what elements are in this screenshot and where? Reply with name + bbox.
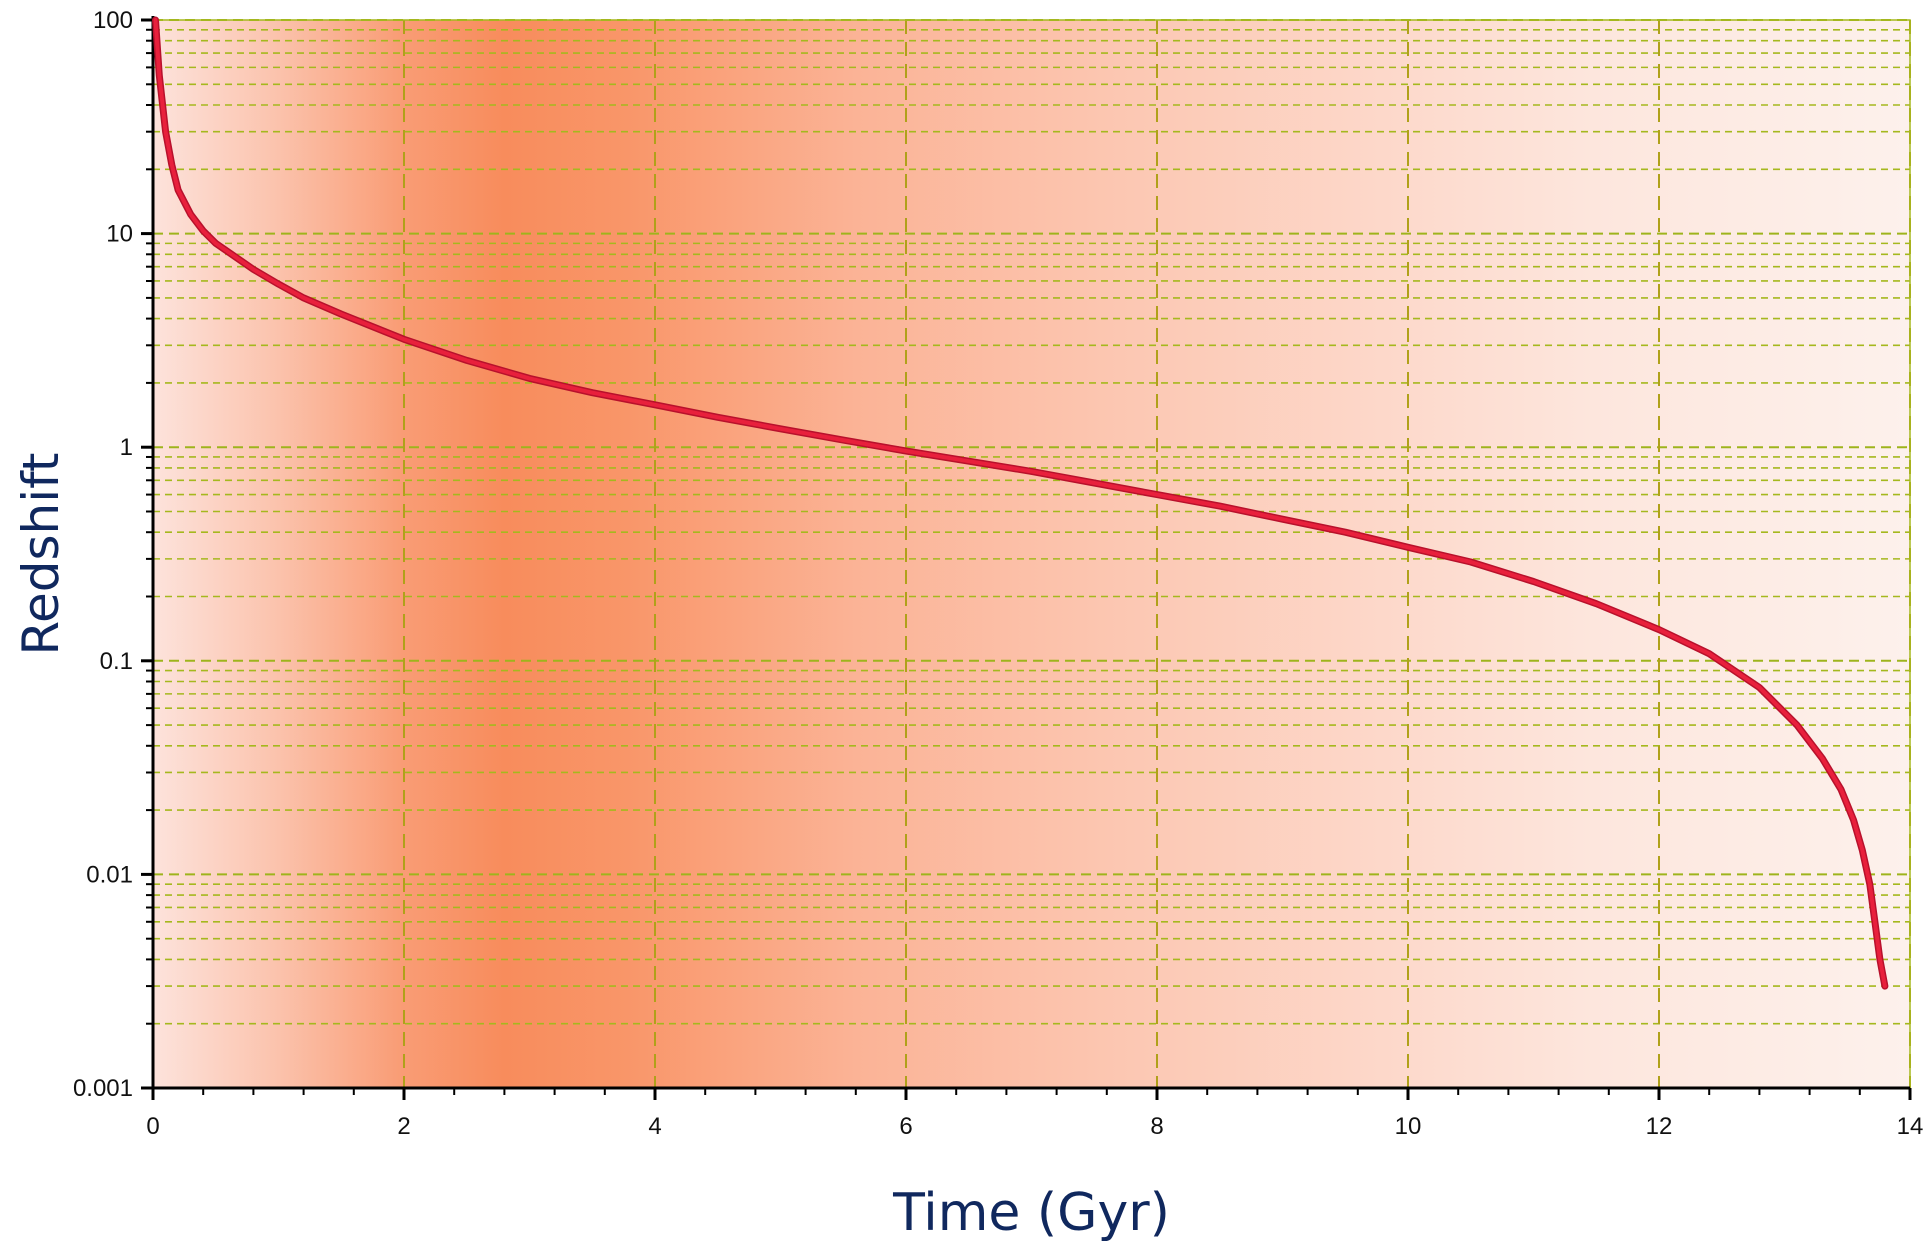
y-tick-label: 1 xyxy=(120,434,133,461)
y-tick-label: 0.1 xyxy=(100,648,133,675)
x-tick-label: 4 xyxy=(648,1113,661,1140)
y-tick-label: 0.001 xyxy=(73,1075,133,1102)
axes xyxy=(141,16,1912,1100)
x-tick-label: 12 xyxy=(1646,1113,1673,1140)
x-tick-label: 2 xyxy=(397,1113,410,1140)
x-tick-label: 8 xyxy=(1150,1113,1163,1140)
series-layer xyxy=(152,16,1889,990)
y-axis-title: Redshift xyxy=(12,453,70,656)
y-tick-label: 100 xyxy=(93,7,133,34)
y-tick-label: 0.01 xyxy=(86,861,133,888)
grid-lines xyxy=(152,19,1911,1089)
x-axis-title: Time (Gyr) xyxy=(892,1183,1170,1241)
x-tick-label: 0 xyxy=(146,1113,159,1140)
y-tick-label: 10 xyxy=(106,221,133,248)
labels-layer: 0.001 0.01 0.1 1 10 100 0 2 4 6 8 10 12 14 Time (Gyr) R… xyxy=(12,7,1923,1241)
series-line xyxy=(153,18,1887,989)
x-tick-label: 10 xyxy=(1395,1113,1422,1140)
plot-background xyxy=(153,20,1910,1088)
x-tick-label: 14 xyxy=(1897,1113,1924,1140)
x-tick-label: 6 xyxy=(899,1113,912,1140)
